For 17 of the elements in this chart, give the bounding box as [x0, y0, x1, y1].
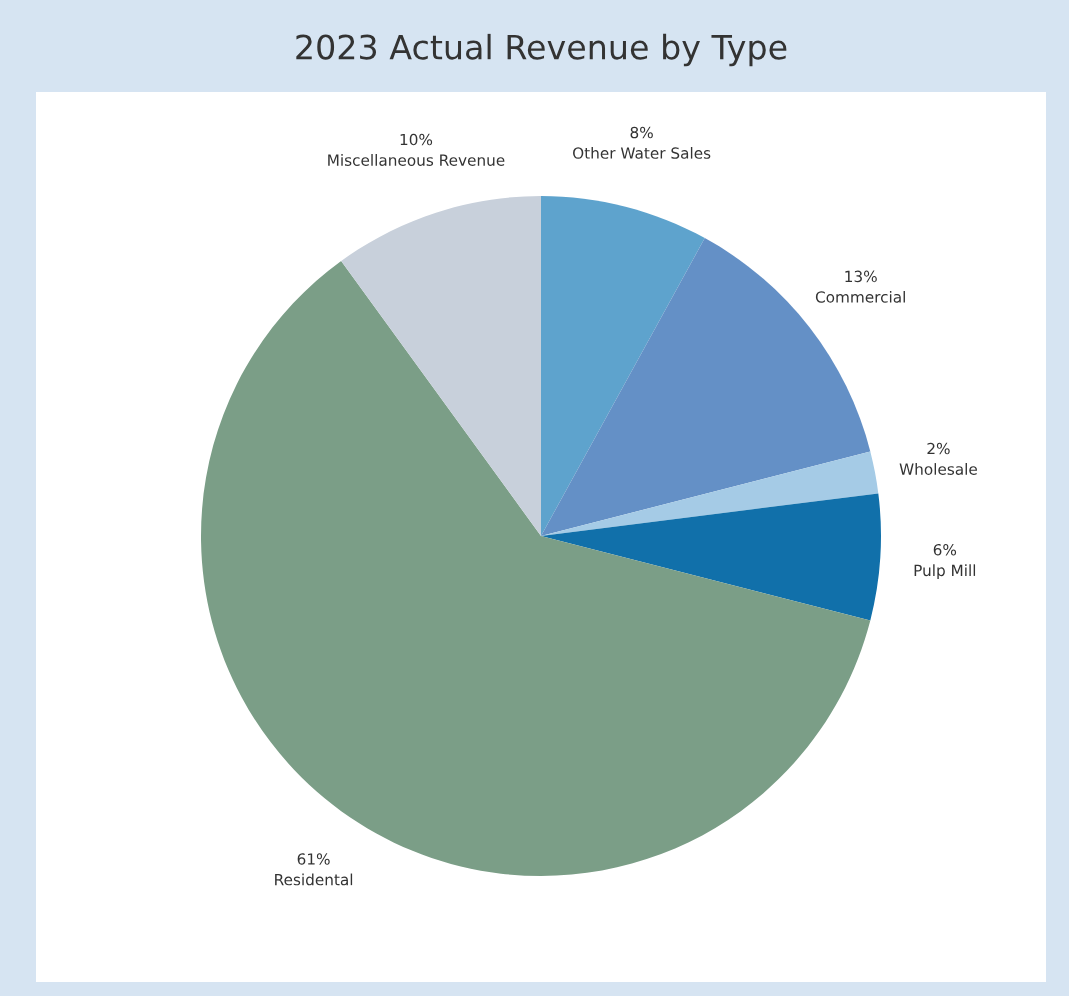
data-label: 6%: [933, 543, 957, 556]
pie-slice: [541, 493, 881, 621]
pie-slice: [341, 196, 541, 536]
slice-label: Wholesale: [899, 463, 977, 475]
slice-label: Residental: [275, 873, 353, 886]
data-label: 10%: [400, 133, 433, 146]
slice-label: Pulp Mill: [914, 564, 976, 580]
slice-label: Miscellaneous Revenue: [328, 154, 505, 166]
data-label: 2%: [927, 442, 950, 455]
chart-title: 2023 Actual Revenue by Type: [296, 33, 787, 67]
slice-label: Commercial: [815, 290, 905, 303]
data-label: 13%: [845, 270, 877, 283]
slice-label: Other Water Sales: [573, 147, 711, 159]
data-label: 8%: [630, 126, 653, 139]
pie-slice: [541, 196, 705, 536]
pie-slice: [541, 451, 879, 536]
data-label: 61%: [297, 853, 330, 865]
